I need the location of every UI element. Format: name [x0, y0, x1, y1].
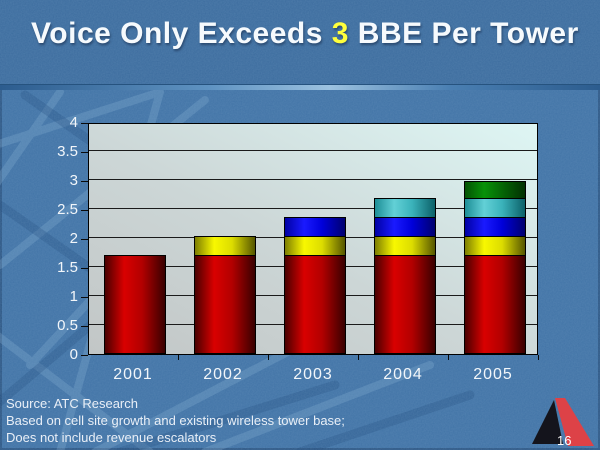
x-axis-tick [448, 355, 449, 360]
bar-segment-yellow-segment [194, 236, 256, 257]
bar-segment-teal-segment [374, 197, 436, 218]
page-number: 16 [557, 433, 572, 448]
y-axis-tick [81, 181, 88, 182]
y-axis-tick [81, 297, 88, 298]
y-axis-label: 0 [69, 346, 78, 363]
bar-segment-red-segment [464, 255, 526, 354]
title-highlight: 3 [331, 17, 349, 50]
y-axis-label: 0.5 [57, 317, 78, 334]
bar-segment-yellow-segment [284, 236, 346, 257]
bar-segment-blue-segment [374, 216, 436, 238]
gridline [89, 179, 537, 180]
bar-2005 [464, 181, 526, 354]
x-axis-label: 2005 [473, 366, 513, 383]
source-note: Source: ATC Research Based on cell site … [6, 395, 345, 446]
bar-2003 [284, 216, 346, 354]
title-suffix: BBE Per Tower [348, 17, 579, 50]
bar-2001 [104, 255, 166, 354]
chart-plot-area [88, 123, 538, 355]
source-line: Does not include revenue escalators [6, 430, 217, 445]
bar-segment-blue-segment [284, 216, 346, 238]
x-axis-tick [178, 355, 179, 360]
y-axis-tick [81, 268, 88, 269]
y-axis-tick [81, 239, 88, 240]
y-axis-tick [81, 355, 88, 356]
bar-segment-teal-segment [464, 197, 526, 218]
bar-segment-blue-segment [464, 216, 526, 238]
bar-segment-green-segment [464, 181, 526, 199]
bar-segment-red-segment [284, 255, 346, 354]
bar-segment-red-segment [104, 255, 166, 354]
bar-segment-red-segment [194, 255, 256, 354]
y-axis-label: 3.5 [57, 143, 78, 160]
x-axis-label: 2003 [293, 366, 333, 383]
y-axis-tick [81, 123, 88, 124]
y-axis-tick [81, 210, 88, 211]
y-axis-label: 2 [69, 230, 78, 247]
bar-segment-red-segment [374, 255, 436, 354]
bar-2002 [194, 236, 256, 354]
x-axis-label: 2002 [203, 366, 243, 383]
x-axis-tick [268, 355, 269, 360]
x-axis-label: 2001 [113, 366, 153, 383]
x-axis-label: 2004 [383, 366, 423, 383]
logo-black-triangle [532, 400, 563, 444]
bar-chart: 2001 2002 2003 2004 2005 0 0.5 1 1.5 2 2.5 3 3.5 4 [57, 114, 539, 383]
bar-segment-yellow-segment [374, 236, 436, 257]
logo-red-ribbon [555, 398, 594, 446]
title-divider [0, 84, 600, 90]
title-prefix: Voice Only Exceeds [31, 17, 332, 50]
bar-segment-yellow-segment [464, 236, 526, 257]
source-line: Source: ATC Research [6, 396, 138, 411]
gridline [89, 208, 537, 209]
y-axis-label: 3 [69, 172, 78, 189]
y-axis-tick [81, 326, 88, 327]
x-axis-tick [358, 355, 359, 360]
y-axis-label: 2.5 [57, 201, 78, 218]
bar-2004 [374, 197, 436, 354]
atc-logo [532, 398, 594, 446]
y-axis-label: 4 [69, 114, 78, 131]
gridline [89, 150, 537, 151]
x-axis-tick [538, 355, 539, 360]
slide-title: Voice Only Exceeds 3 BBE Per Tower [31, 17, 579, 51]
y-axis-tick [81, 152, 88, 153]
y-axis-label: 1 [69, 288, 78, 305]
y-axis-label: 1.5 [57, 259, 78, 276]
source-line: Based on cell site growth and existing w… [6, 413, 345, 428]
